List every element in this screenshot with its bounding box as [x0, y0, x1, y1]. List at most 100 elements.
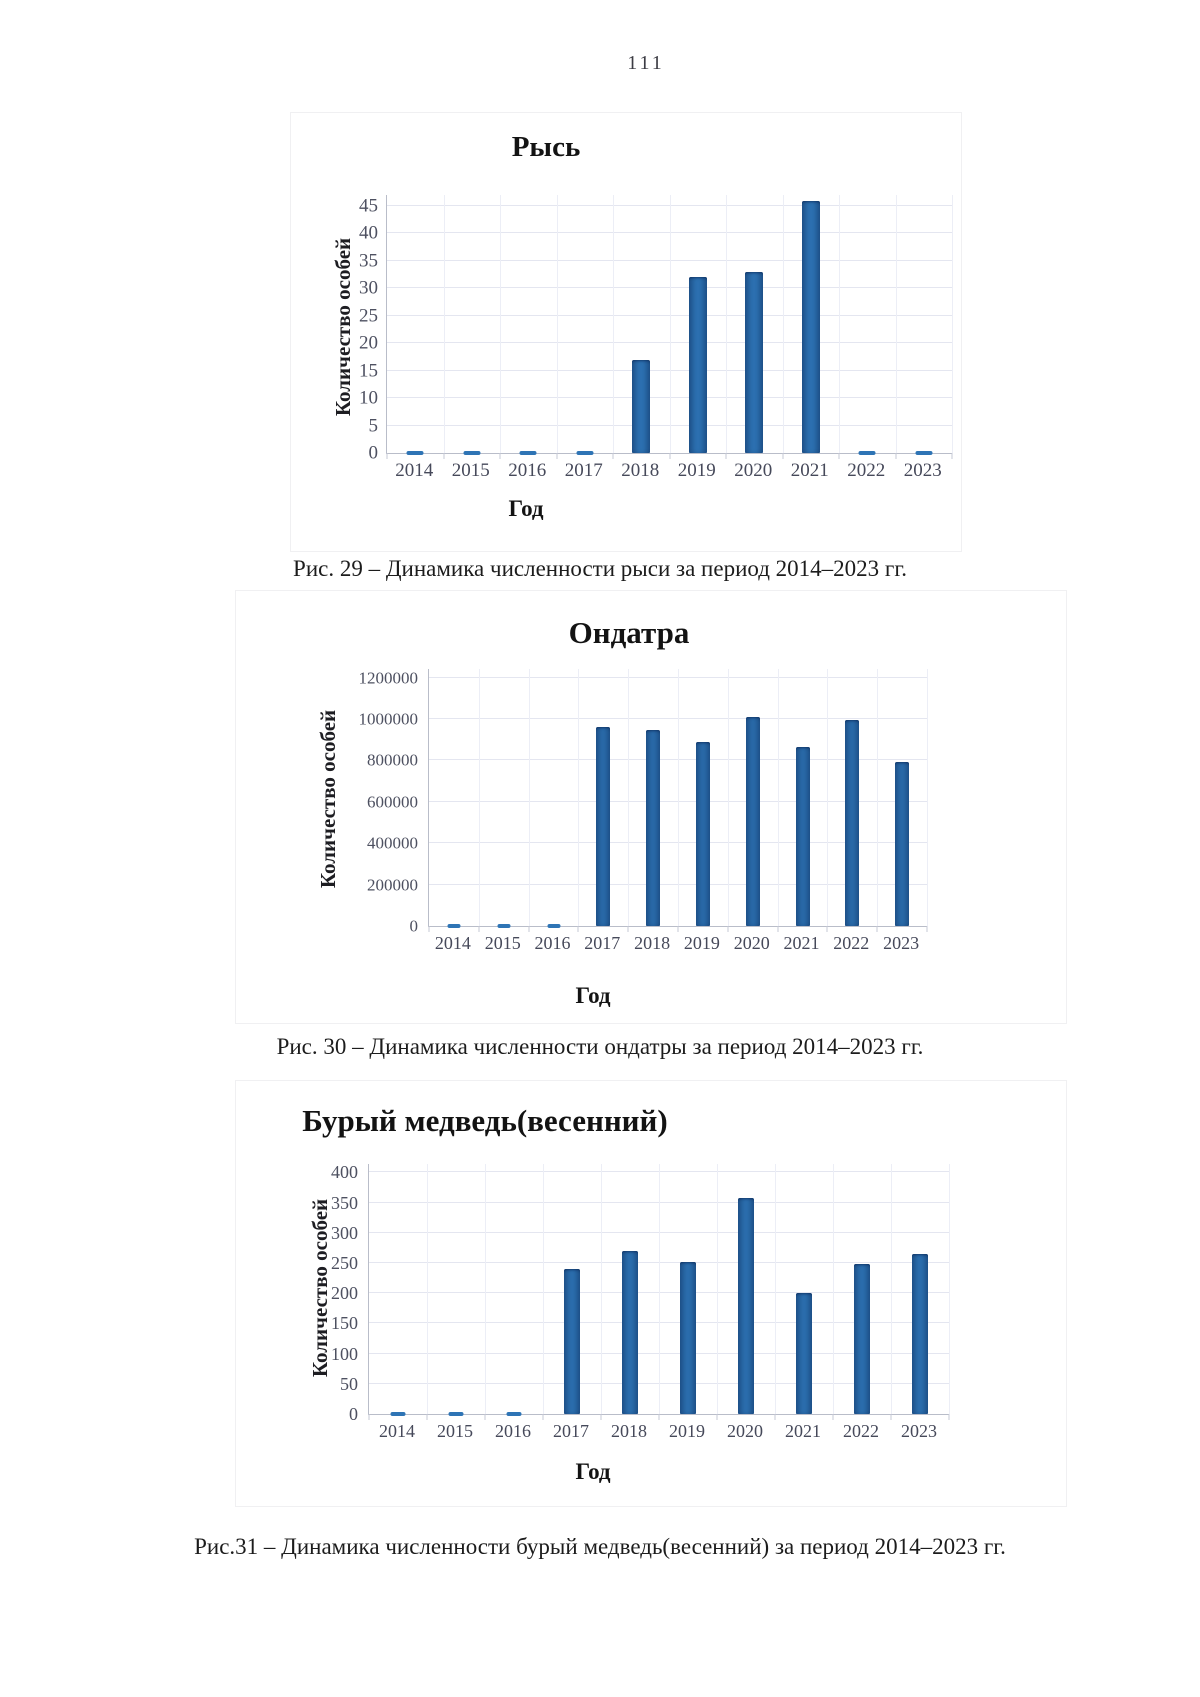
- bar-2019: [680, 1261, 696, 1414]
- gridline-vertical: [833, 1164, 834, 1414]
- y-tick-label: 250: [331, 1253, 358, 1274]
- y-tick-label: 25: [359, 305, 378, 327]
- gridline-horizontal: [387, 287, 952, 289]
- x-tick-mark: [948, 1414, 950, 1420]
- x-tick-mark: [612, 453, 614, 459]
- x-tick-label: 2014: [379, 1421, 415, 1441]
- gridline-horizontal: [387, 342, 952, 344]
- x-tick-label: 2016: [495, 1421, 531, 1441]
- y-tick-label: 350: [331, 1192, 358, 1213]
- y-tick-label: 100: [331, 1343, 358, 1364]
- y-axis-ticks: 0 200000 400000 600000 800000 1000000 1200000: [348, 669, 419, 934]
- x-tick-mark: [556, 453, 557, 459]
- x-tick-label: 2020: [733, 933, 770, 953]
- x-tick-mark: [716, 1414, 718, 1420]
- x-tick-mark: [951, 453, 953, 459]
- x-tick-label: 2019: [677, 460, 716, 481]
- x-tick-label: 2014: [434, 933, 471, 953]
- bar-2016: [519, 451, 537, 455]
- plot-area: [368, 1164, 950, 1420]
- x-tick-mark: [542, 1414, 544, 1420]
- x-axis-ticks: 2014 2015 2016 2017 2018 2019 2020 2021 2022 2023: [428, 933, 926, 956]
- gridline-horizontal: [387, 232, 952, 234]
- y-tick-label: 40: [359, 222, 378, 244]
- gridline-vertical: [949, 1164, 950, 1414]
- bar-2017: [576, 451, 594, 455]
- y-tick-label: 200: [331, 1283, 358, 1304]
- gridline-vertical: [485, 1164, 486, 1414]
- x-tick-label: 2019: [669, 1421, 705, 1441]
- x-tick-mark: [499, 453, 501, 459]
- x-axis-ticks: 2014 2015 2016 2017 2018 2019 2020 2021 2022 2023: [386, 460, 951, 483]
- bar-2017: [596, 727, 611, 926]
- gridline-vertical: [601, 1164, 602, 1414]
- x-tick-label: 2017: [584, 933, 621, 953]
- bar-2018: [646, 730, 661, 926]
- gridline-horizontal: [387, 204, 952, 206]
- gridline-vertical: [827, 669, 829, 926]
- y-tick-label: 0: [349, 1404, 358, 1424]
- figure-muskrat-chart: Ондатра Количество особей 0 200000 400000 6…: [235, 590, 1067, 1024]
- gridline-vertical: [578, 669, 580, 926]
- y-tick-label: 400000: [367, 833, 418, 853]
- x-tick-mark: [386, 453, 388, 459]
- gridline-vertical: [528, 669, 530, 926]
- bar-2014: [406, 451, 424, 455]
- x-tick-mark: [368, 1414, 370, 1420]
- bar-2018: [622, 1250, 638, 1414]
- x-tick-label: 2022: [833, 933, 870, 953]
- y-tick-label: 5: [368, 415, 379, 437]
- bar-2014: [390, 1412, 406, 1416]
- page-number: 111: [627, 52, 665, 74]
- figure-brown-bear-chart: Бурый медведь(весенний) Количество особе…: [235, 1080, 1067, 1507]
- x-tick-label: 2017: [553, 1421, 589, 1441]
- gridline-vertical: [775, 1164, 776, 1414]
- x-tick-mark: [890, 1414, 892, 1420]
- y-tick-label: 600000: [367, 792, 418, 812]
- x-tick-mark: [484, 1414, 486, 1420]
- bar-2022: [845, 720, 860, 926]
- figure-caption-30: Рис. 30 – Динамика численности ондатры з…: [276, 1034, 924, 1059]
- x-tick-mark: [677, 926, 679, 932]
- x-tick-label: 2020: [727, 1421, 763, 1441]
- bar-2023: [912, 1253, 928, 1414]
- y-tick-label: 800000: [367, 750, 418, 770]
- x-tick-mark: [627, 926, 629, 932]
- bar-2015: [448, 1412, 464, 1416]
- chart-title: Ондатра: [568, 615, 690, 650]
- gridline-horizontal: [387, 424, 952, 426]
- gridline-vertical: [613, 195, 614, 453]
- x-tick-label: 2019: [683, 933, 720, 953]
- bar-2022: [858, 451, 876, 455]
- bar-2016: [547, 924, 560, 928]
- gridline-vertical: [895, 195, 897, 453]
- x-tick-mark: [926, 926, 928, 932]
- x-tick-label: 2022: [847, 460, 886, 481]
- x-tick-label: 2014: [395, 460, 434, 481]
- gridline-horizontal: [369, 1201, 949, 1203]
- gridline-vertical: [543, 1164, 544, 1414]
- x-tick-mark: [426, 1414, 428, 1420]
- x-tick-mark: [826, 926, 828, 932]
- x-tick-label: 2021: [785, 1421, 821, 1441]
- gridline-vertical: [717, 1164, 718, 1414]
- x-axis-label: Год: [575, 1459, 611, 1484]
- gridline-horizontal: [387, 314, 952, 316]
- x-tick-label: 2021: [790, 460, 829, 481]
- gridline-vertical: [727, 669, 729, 926]
- x-tick-label: 2022: [843, 1421, 879, 1441]
- x-tick-mark: [658, 1414, 660, 1420]
- x-tick-label: 2018: [634, 933, 671, 953]
- x-axis-label: Год: [575, 983, 611, 1008]
- y-tick-label: 15: [359, 360, 378, 382]
- y-tick-label: 50: [340, 1373, 358, 1394]
- gridline-vertical: [628, 669, 630, 926]
- y-tick-label: 200000: [367, 875, 418, 895]
- bar-2015: [497, 924, 511, 928]
- x-axis-label: Год: [508, 496, 544, 521]
- bar-2021: [801, 200, 820, 453]
- bar-2020: [738, 1198, 754, 1414]
- y-tick-label: 45: [359, 195, 378, 217]
- x-tick-label: 2018: [611, 1421, 647, 1441]
